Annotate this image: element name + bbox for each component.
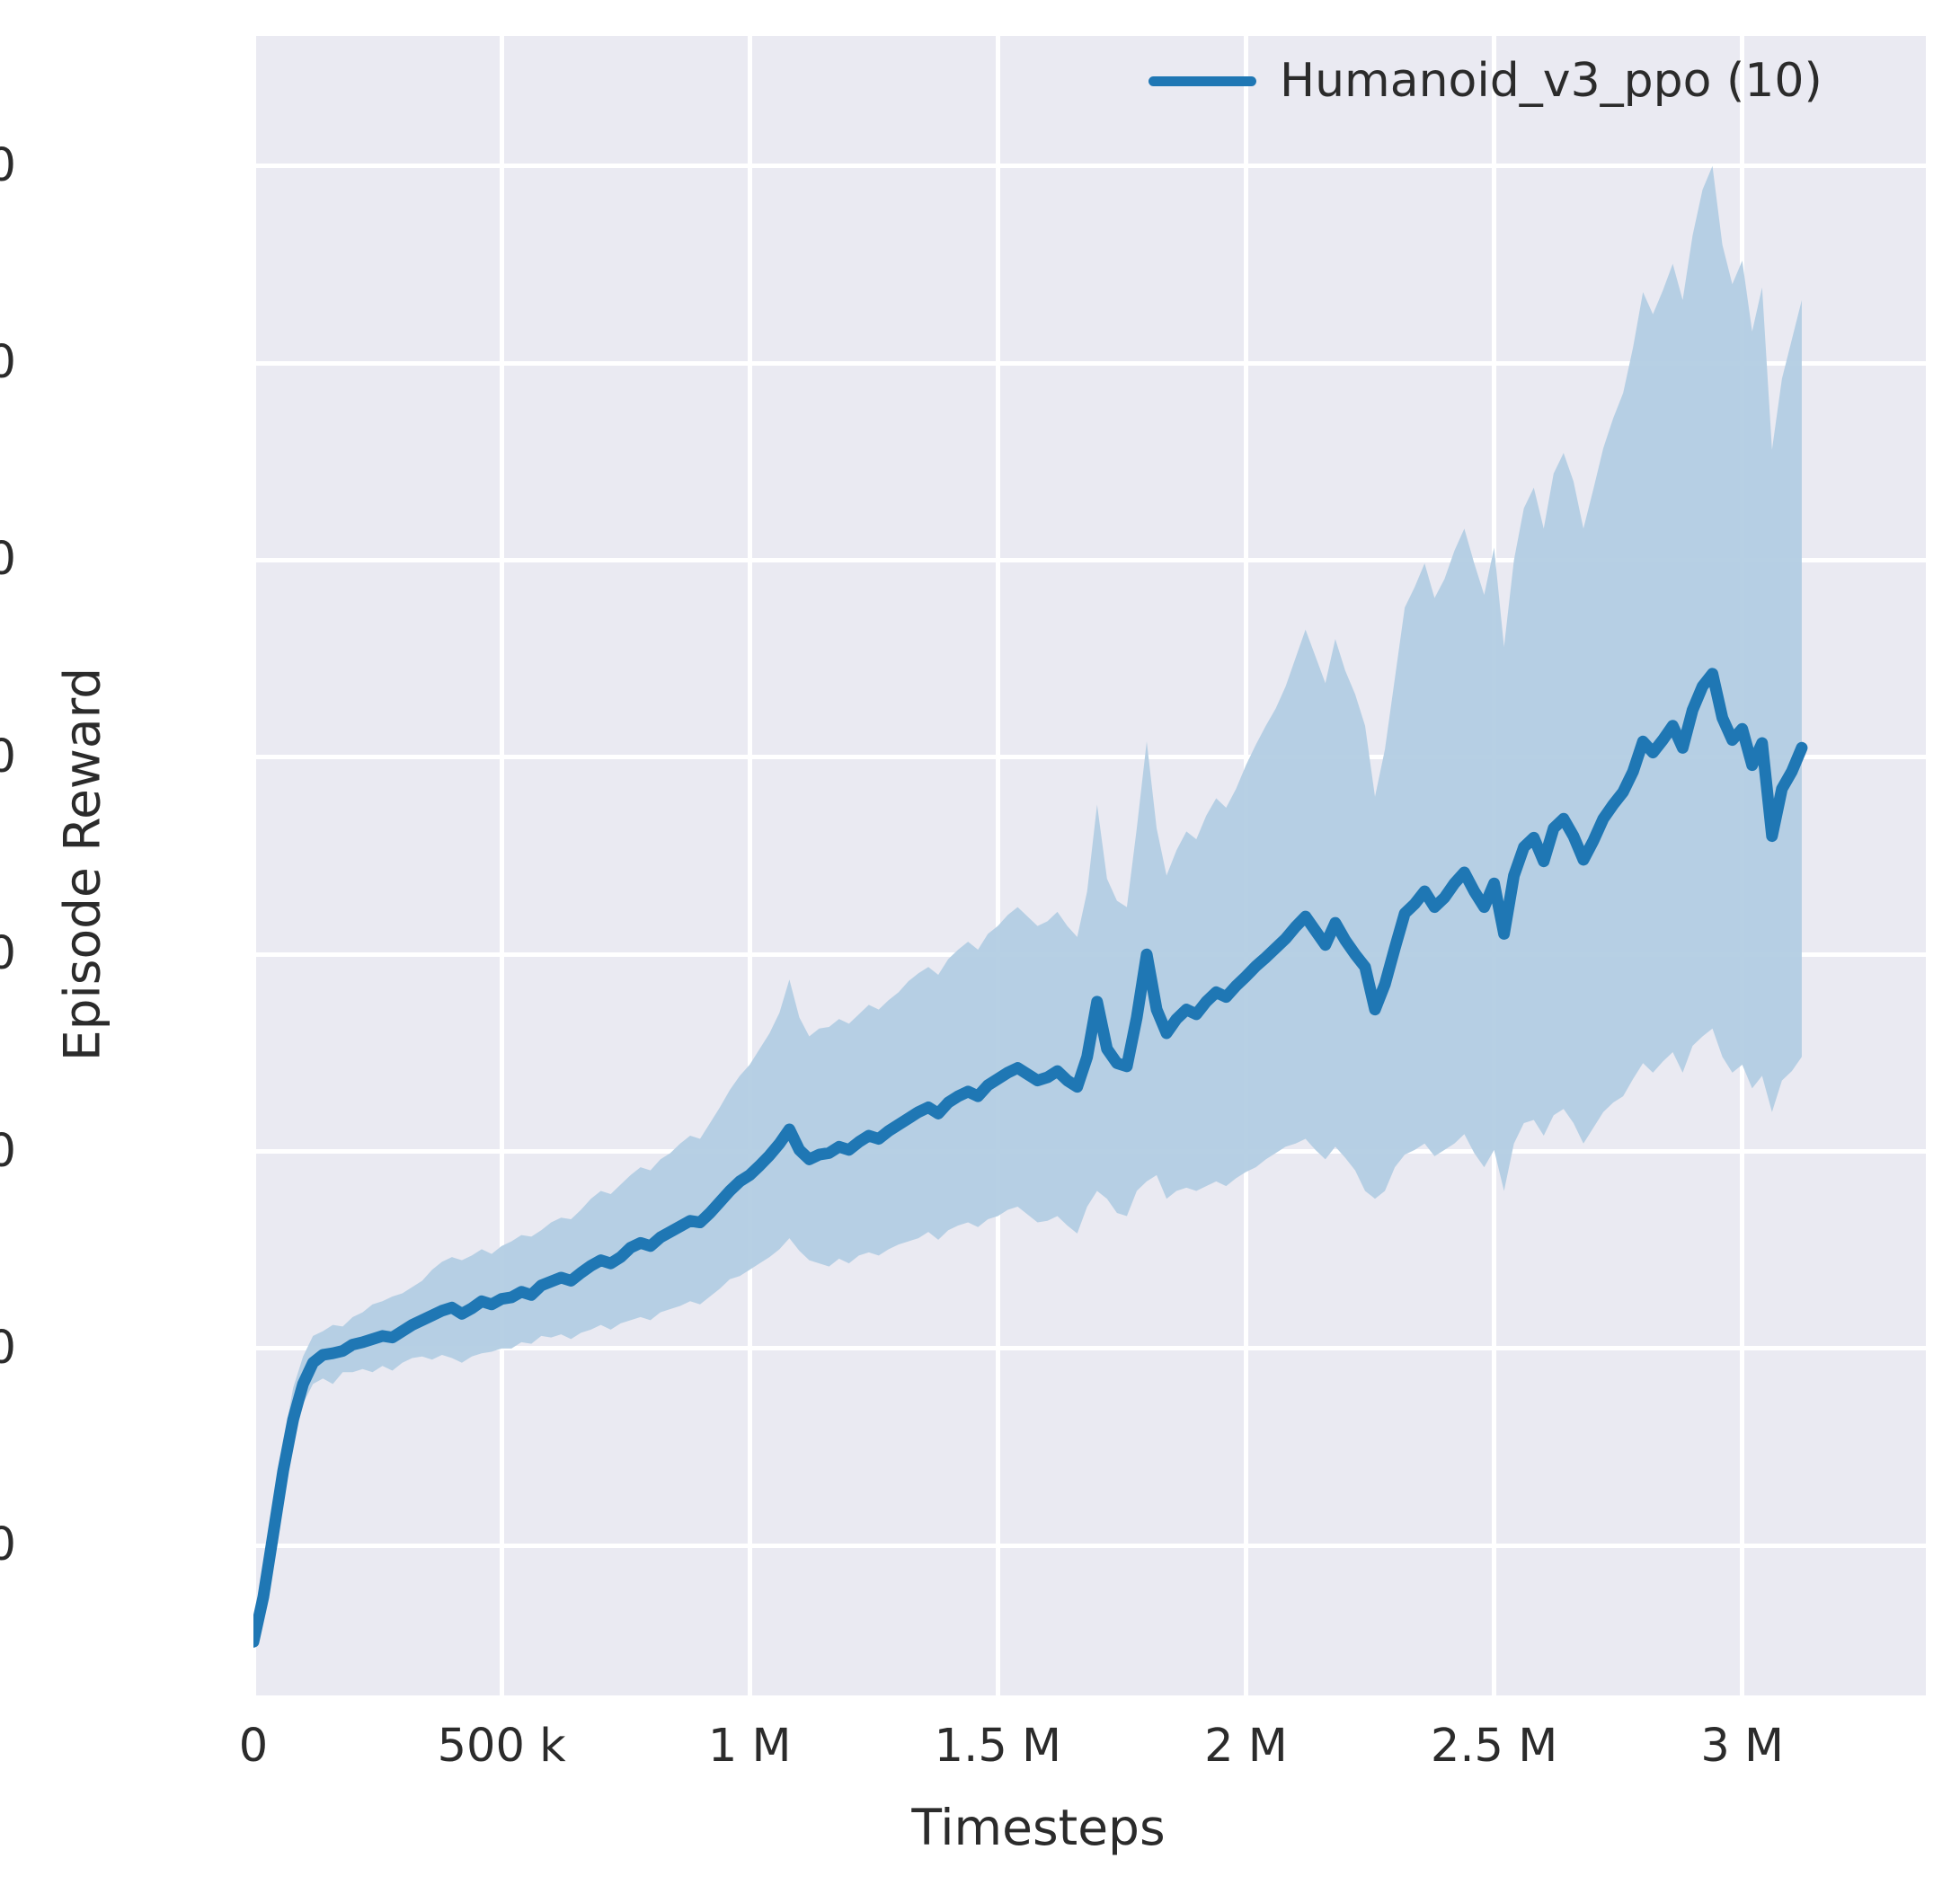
x-tick-2.5M: 2.5 M [1430, 1720, 1558, 1773]
x-tick-1.5M: 1.5 M [934, 1720, 1061, 1773]
gridline-x-500000 [499, 36, 504, 1695]
gridline-x-1000000 [747, 36, 752, 1695]
y-tick-1750: 1750 [0, 336, 16, 390]
x-tick-500k: 500 k [437, 1720, 566, 1773]
y-tick-2000: 2000 [0, 138, 16, 192]
x-tick-2M: 2 M [1204, 1720, 1288, 1773]
gridline-y-2000 [253, 164, 1926, 169]
gridline-y-1250 [253, 755, 1926, 760]
gridline-x-0 [253, 36, 256, 1695]
gridline-y-1500 [253, 557, 1926, 562]
gridline-x-1500000 [995, 36, 1000, 1695]
x-tick-0: 0 [238, 1720, 269, 1773]
legend-line-swatch [1149, 75, 1256, 86]
gridline-y-250 [253, 1543, 1926, 1548]
y-tick-1250: 1250 [0, 730, 16, 783]
y-tick-750: 750 [0, 1124, 16, 1178]
y-tick-500: 500 [0, 1321, 16, 1375]
x-axis-label: Timesteps [0, 1799, 1960, 1856]
x-axis-label-text: Timesteps [911, 1799, 1166, 1856]
chart-series-svg [253, 165, 1808, 1649]
y-tick-1500: 1500 [0, 533, 16, 587]
x-tick-3M: 3 M [1700, 1720, 1785, 1773]
y-axis-label: Episode Reward [53, 667, 111, 1062]
mean-line [253, 668, 1808, 1648]
x-tick-1M: 1 M [707, 1720, 792, 1773]
y-tick-1000: 1000 [0, 927, 16, 981]
legend-entry-label: Humanoid_v3_ppo (10) [1280, 54, 1823, 108]
confidence-band [253, 165, 1802, 1649]
y-tick-250: 250 [0, 1518, 16, 1572]
plot-area [253, 36, 1926, 1695]
chart-legend[interactable]: Humanoid_v3_ppo (10) [1134, 45, 1837, 117]
gridline-y-1750 [253, 360, 1926, 366]
gridline-y-500 [253, 1346, 1926, 1351]
